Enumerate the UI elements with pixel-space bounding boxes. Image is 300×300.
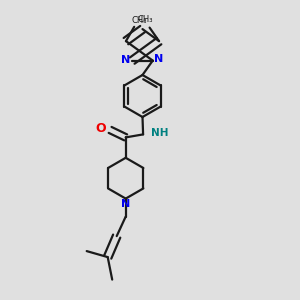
Text: N: N: [121, 55, 130, 65]
Text: O: O: [95, 122, 106, 135]
Text: N: N: [154, 54, 164, 64]
Text: N: N: [121, 199, 130, 209]
Text: CH₃: CH₃: [137, 15, 153, 24]
Text: CH₃: CH₃: [131, 16, 147, 25]
Text: NH: NH: [152, 128, 169, 138]
